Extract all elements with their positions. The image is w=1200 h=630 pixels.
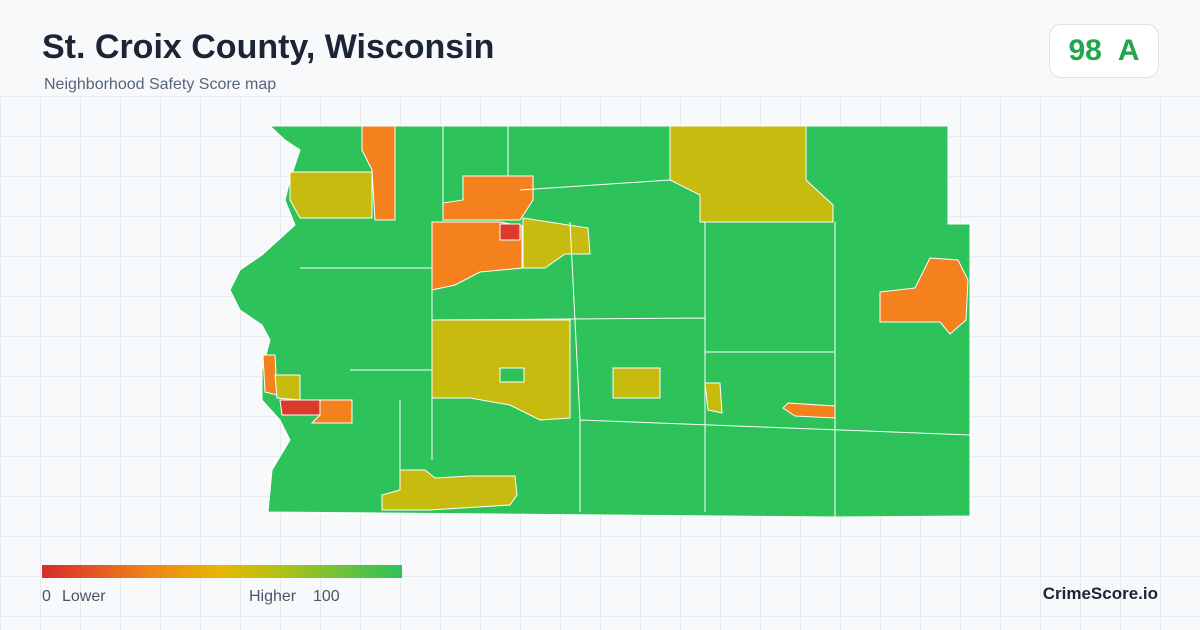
title: St. Croix County, Wisconsin bbox=[42, 28, 495, 66]
region bbox=[381, 469, 518, 511]
border bbox=[300, 126, 971, 517]
region bbox=[879, 257, 969, 335]
legend-max-label: Higher bbox=[249, 588, 297, 605]
legend-min-label: Lower bbox=[62, 588, 106, 605]
region bbox=[499, 367, 525, 383]
legend-min: 0 bbox=[42, 588, 51, 605]
header bbox=[0, 0, 1200, 96]
region bbox=[442, 175, 534, 221]
region bbox=[274, 374, 301, 401]
region bbox=[612, 367, 661, 399]
region bbox=[310, 399, 353, 424]
region bbox=[704, 382, 723, 414]
subtitle: Neighborhood Safety Score map bbox=[44, 76, 277, 93]
region bbox=[669, 125, 834, 223]
grade: A bbox=[1117, 34, 1140, 67]
region bbox=[499, 223, 521, 241]
region bbox=[361, 125, 396, 221]
region bbox=[782, 402, 836, 419]
region bbox=[279, 399, 321, 416]
legend-max: 100 bbox=[313, 588, 340, 605]
score: 98 bbox=[1068, 34, 1102, 67]
brand: CrimeScore.io bbox=[1042, 584, 1158, 603]
region bbox=[289, 171, 373, 219]
legend-gradient bbox=[42, 565, 402, 578]
regions bbox=[229, 125, 971, 518]
score-badge: 98 A bbox=[1049, 24, 1159, 78]
region bbox=[522, 217, 591, 269]
